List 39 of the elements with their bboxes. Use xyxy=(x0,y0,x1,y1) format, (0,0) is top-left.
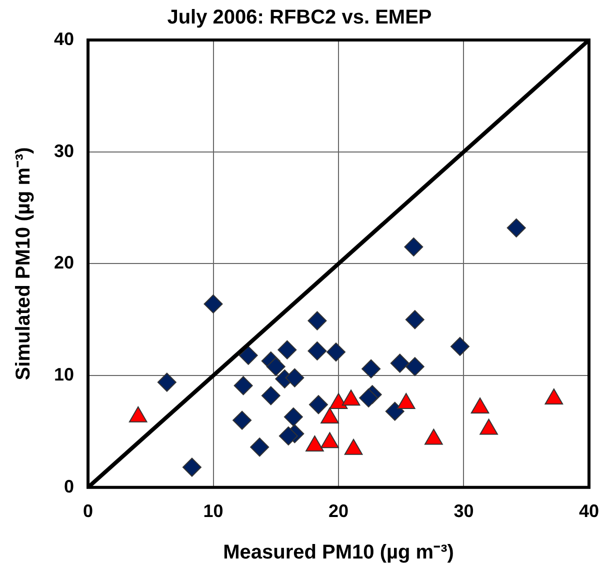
point xyxy=(385,402,404,421)
point xyxy=(182,458,202,477)
point xyxy=(285,368,304,388)
point xyxy=(266,357,286,376)
point xyxy=(359,388,378,408)
point xyxy=(284,407,303,426)
y-axis-title: Simulated PM10 (µg m⁻³) xyxy=(12,147,35,380)
point xyxy=(405,310,424,330)
point xyxy=(405,357,424,376)
point xyxy=(326,342,346,362)
point xyxy=(204,294,223,314)
point xyxy=(238,346,258,365)
point xyxy=(157,372,176,392)
point xyxy=(278,426,298,446)
x-axis-title: Measured PM10 (µg m⁻³) xyxy=(223,542,454,564)
y-tick-label: 30 xyxy=(54,140,74,161)
y-tick-label: 0 xyxy=(64,476,74,496)
x-tick-label: 0 xyxy=(83,501,94,522)
x-tick-label: 10 xyxy=(203,501,224,522)
point xyxy=(404,237,424,256)
point xyxy=(362,359,381,378)
point xyxy=(232,410,252,430)
chart-title: July 2006: RFBC2 vs. EMEP xyxy=(167,6,432,29)
y-tick-label: 40 xyxy=(54,28,74,49)
point xyxy=(308,341,327,360)
point xyxy=(450,336,470,356)
x-tick-label: 40 xyxy=(578,501,600,522)
point xyxy=(390,354,410,373)
point xyxy=(308,395,328,414)
y-tick-label: 20 xyxy=(54,252,74,273)
y-tick-label: 10 xyxy=(54,364,74,385)
x-tick-label: 30 xyxy=(454,501,474,522)
point xyxy=(261,386,280,406)
point xyxy=(234,376,253,396)
x-tick-label: 20 xyxy=(328,501,349,522)
point xyxy=(250,438,270,457)
point xyxy=(308,311,327,330)
point xyxy=(278,340,297,360)
point xyxy=(506,218,526,238)
